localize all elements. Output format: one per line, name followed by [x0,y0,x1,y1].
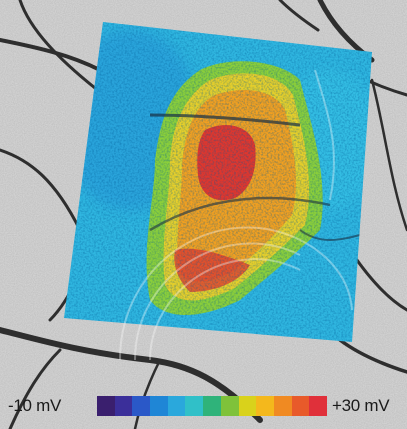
colorbar-segment [97,396,115,416]
colorbar-segment [203,396,221,416]
potential-map [64,22,372,342]
colorbar-segment [273,396,292,416]
colorbar-max-label: +30 mV [332,396,390,415]
colorbar [97,396,327,416]
colorbar-segment [114,396,133,416]
colorbar-segment [238,396,257,416]
colorbar-segment [132,396,151,416]
colorbar-segment [291,396,310,416]
colorbar-min-label: -10 mV [8,396,61,415]
watermark [119,69,353,361]
colorbar-segment [150,396,168,416]
colorbar-segment [256,396,274,416]
colorbar-segment [167,396,186,416]
colorbar-segment [309,396,327,416]
colorbar-segment [185,396,204,416]
colorbar-segment [220,396,239,416]
